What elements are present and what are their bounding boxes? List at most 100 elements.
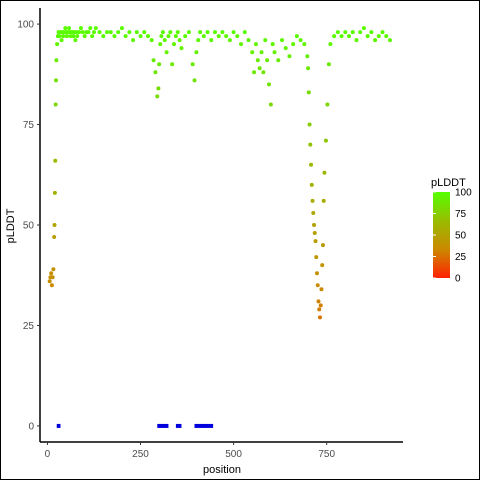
data-point (170, 62, 175, 67)
data-point (90, 34, 95, 39)
data-point (310, 198, 315, 203)
data-point (101, 34, 106, 39)
zero-bar (175, 423, 182, 428)
data-point (309, 162, 314, 167)
data-point (119, 26, 124, 31)
data-point (166, 34, 171, 39)
data-point (49, 271, 54, 276)
data-point (54, 78, 59, 83)
data-point (272, 50, 277, 55)
data-point (343, 30, 348, 35)
zero-bar (56, 423, 61, 428)
data-point (52, 235, 57, 240)
data-point (265, 58, 270, 63)
data-point (77, 30, 82, 35)
data-point (159, 34, 164, 39)
data-point (257, 66, 262, 71)
data-point (53, 102, 58, 107)
data-point (194, 50, 199, 55)
data-point (311, 210, 316, 215)
data-point (142, 30, 147, 35)
data-point (384, 34, 389, 39)
data-point (156, 86, 161, 91)
data-point (61, 34, 66, 39)
data-point (255, 58, 260, 63)
y-tick-label: 0 (28, 421, 34, 432)
data-point (67, 26, 72, 31)
data-point (53, 158, 58, 163)
legend-title: pLDDT (431, 177, 466, 189)
data-point (308, 142, 313, 147)
data-point (305, 54, 310, 59)
legend-tick-label: 50 (455, 231, 467, 242)
data-point (183, 34, 188, 39)
data-point (59, 38, 64, 43)
legend-tick-label: 25 (455, 252, 467, 263)
data-point (373, 38, 378, 43)
data-point (57, 34, 62, 39)
data-point (380, 30, 385, 35)
data-point (71, 34, 76, 39)
y-tick-label: 100 (17, 20, 34, 31)
data-point (339, 34, 344, 39)
legend-tick-label: 75 (455, 209, 467, 220)
data-point (263, 38, 268, 43)
y-tick-label: 50 (23, 221, 35, 232)
data-point (261, 70, 266, 75)
data-point (250, 50, 255, 55)
data-point (354, 38, 359, 43)
data-point (309, 182, 314, 187)
data-point (231, 30, 236, 35)
data-point (209, 38, 214, 43)
x-tick-label: 750 (318, 449, 335, 460)
data-point (155, 94, 160, 99)
x-tick-label: 0 (45, 449, 51, 460)
data-point (253, 42, 258, 47)
data-point (227, 38, 232, 43)
data-point (315, 283, 320, 288)
zero-bars (56, 423, 214, 428)
data-point (112, 34, 117, 39)
data-point (369, 30, 374, 35)
data-point (105, 30, 110, 35)
data-point (80, 30, 85, 35)
data-point (361, 26, 366, 31)
data-point (145, 34, 150, 39)
x-tick-label: 500 (225, 449, 242, 460)
data-point (196, 38, 201, 43)
data-point (319, 287, 324, 292)
data-point (266, 82, 271, 87)
data-point (314, 255, 319, 260)
data-point (216, 34, 221, 39)
data-point (212, 30, 217, 35)
data-point (316, 299, 321, 304)
data-point (108, 30, 113, 35)
data-point (358, 30, 363, 35)
data-point (328, 42, 333, 47)
data-point (270, 42, 275, 47)
data-point (175, 30, 180, 35)
data-point (158, 42, 163, 47)
data-point (51, 267, 56, 272)
data-point (320, 263, 325, 268)
data-point (54, 58, 59, 63)
data-point (259, 50, 264, 55)
data-point (172, 42, 177, 47)
data-point (91, 30, 96, 35)
data-point (276, 58, 281, 63)
data-point (280, 38, 284, 43)
data-point (320, 243, 325, 248)
data-point (116, 30, 121, 35)
data-point (252, 70, 257, 75)
legend-colorbar (433, 192, 450, 278)
data-point (190, 62, 195, 67)
data-point (151, 58, 156, 63)
data-point (97, 30, 102, 35)
y-axis-ticks: 0 25 50 75 100 (17, 20, 40, 432)
data-point (323, 138, 328, 143)
x-axis-ticks: 0 250 500 750 (45, 442, 335, 460)
data-point (49, 283, 54, 288)
legend-ticks: 100 75 50 25 0 (433, 188, 472, 285)
